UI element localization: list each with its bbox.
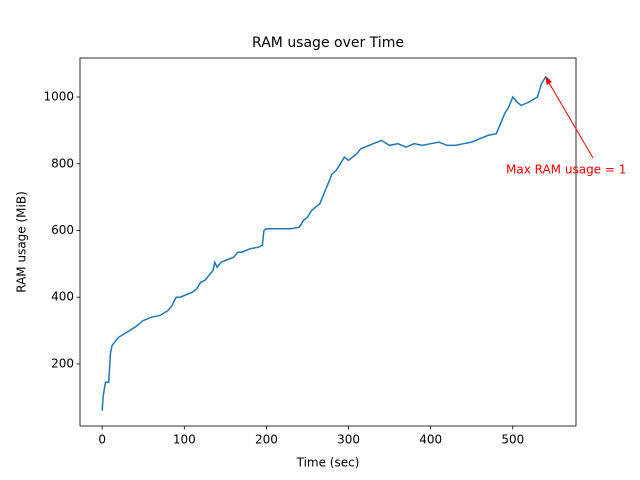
x-tick-label: 300 bbox=[337, 433, 360, 447]
x-tick-label: 400 bbox=[419, 433, 442, 447]
annotation-arrow bbox=[545, 76, 594, 159]
plot-frame bbox=[79, 57, 577, 427]
x-tick-label: 500 bbox=[501, 433, 524, 447]
y-tick-label: 200 bbox=[51, 356, 74, 370]
y-tick-label: 800 bbox=[51, 156, 74, 170]
x-axis-label: Time (sec) bbox=[296, 456, 360, 470]
annotation-arrowhead bbox=[545, 77, 553, 85]
y-tick-label: 400 bbox=[51, 290, 74, 304]
y-axis-label: RAM usage (MiB) bbox=[15, 191, 29, 293]
annotation-text: Max RAM usage = 1 bbox=[506, 163, 626, 177]
chart-title: RAM usage over Time bbox=[252, 35, 404, 51]
x-tick-label: 200 bbox=[255, 433, 278, 447]
y-tick-label: 1000 bbox=[43, 90, 74, 104]
data-line bbox=[101, 75, 551, 411]
x-tick-label: 100 bbox=[173, 433, 196, 447]
x-tick-label: 0 bbox=[98, 433, 106, 447]
y-tick-label: 600 bbox=[51, 223, 74, 237]
